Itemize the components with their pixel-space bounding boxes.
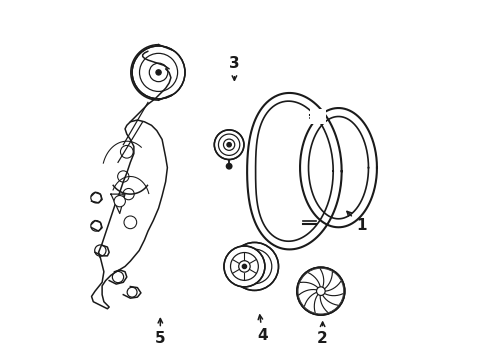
- Circle shape: [156, 70, 161, 75]
- Polygon shape: [310, 109, 326, 123]
- Text: 1: 1: [347, 211, 367, 233]
- Circle shape: [214, 130, 244, 159]
- Circle shape: [132, 46, 185, 99]
- Circle shape: [227, 143, 231, 147]
- Text: 4: 4: [257, 315, 268, 343]
- Circle shape: [224, 246, 265, 287]
- Circle shape: [230, 242, 278, 291]
- Text: 3: 3: [229, 56, 240, 80]
- Circle shape: [114, 195, 125, 207]
- Circle shape: [243, 264, 246, 269]
- Polygon shape: [256, 101, 333, 241]
- Circle shape: [297, 267, 345, 315]
- Text: 2: 2: [317, 322, 328, 346]
- Polygon shape: [309, 117, 368, 219]
- Text: 5: 5: [155, 319, 166, 346]
- Circle shape: [226, 163, 232, 169]
